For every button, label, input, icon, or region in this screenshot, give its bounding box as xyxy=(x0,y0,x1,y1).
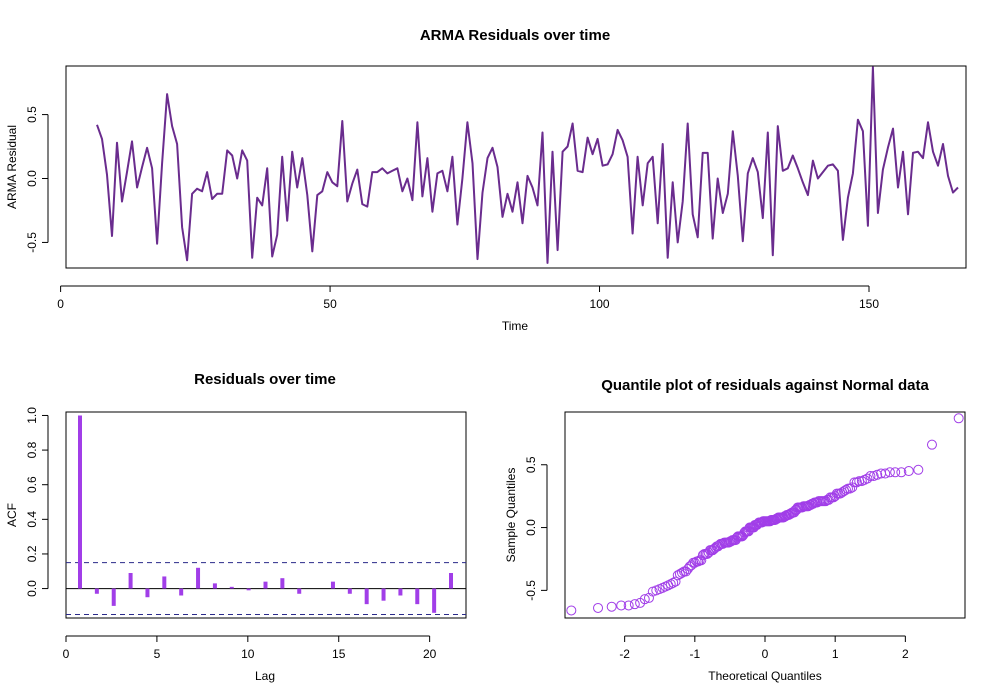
qq-chart-title: Quantile plot of residuals against Norma… xyxy=(601,377,929,394)
qq-point xyxy=(884,467,895,478)
qq-point xyxy=(856,476,867,487)
line-chart-title: ARMA Residuals over time xyxy=(420,27,610,44)
qq-x-tick-label: -1 xyxy=(689,647,700,661)
acf-x-tick-label: 0 xyxy=(63,647,70,661)
qq-point xyxy=(890,467,901,478)
line-y-axis-label: ARMA Residual xyxy=(5,125,19,209)
qq-plot-frame xyxy=(564,411,966,619)
residual-series-line xyxy=(96,66,959,264)
qq-point xyxy=(926,439,937,450)
qq-y-axis-label: Sample Quantiles xyxy=(504,468,518,563)
qq-x-tick-label: 1 xyxy=(832,647,839,661)
qq-y-tick-label: 0.0 xyxy=(524,519,538,536)
qq-point xyxy=(849,477,860,488)
line-y-tick-label: 0.5 xyxy=(25,106,39,123)
qq-point xyxy=(896,467,907,478)
line-plot-frame xyxy=(65,65,967,269)
line-x-tick-label: 0 xyxy=(57,297,64,311)
qq-point xyxy=(880,468,891,479)
line-x-axis-label: Time xyxy=(502,319,529,333)
acf-axes: 0 5 10 15 20 0.0 0.2 0.4 0.6 0.8 1.0 xyxy=(25,407,437,661)
acf-x-tick-label: 20 xyxy=(423,647,437,661)
qq-point xyxy=(677,567,688,578)
acf-y-axis-label: ACF xyxy=(5,503,19,527)
qq-point xyxy=(872,469,883,480)
qq-point xyxy=(623,600,634,611)
qq-point xyxy=(865,471,876,482)
acf-panel: Residuals over time Lag ACF 0 5 10 15 200.00… xyxy=(5,371,467,683)
qq-point xyxy=(707,545,718,556)
acf-y-tick-label: 0.4 xyxy=(25,511,39,528)
line-y-tick-label: -0.5 xyxy=(25,232,39,253)
qq-point xyxy=(616,600,627,611)
qq-axes: -2 -1 0 1 2 -0.5 0.0 0.5 xyxy=(524,456,909,661)
qq-x-tick-label: 2 xyxy=(902,647,909,661)
qq-panel: Quantile plot of residuals against Norma… xyxy=(504,377,966,683)
qq-point xyxy=(606,601,617,612)
line-y-tick-label: 0.0 xyxy=(25,170,39,187)
qq-point xyxy=(862,473,873,484)
qq-point xyxy=(682,564,693,575)
acf-chart-title: Residuals over time xyxy=(194,371,336,388)
acf-x-tick-label: 15 xyxy=(332,647,346,661)
qq-point xyxy=(593,602,604,613)
qq-point xyxy=(639,594,650,605)
acf-y-tick-label: 1.0 xyxy=(25,407,39,424)
qq-point xyxy=(903,466,914,477)
acf-y-tick-label: 0.2 xyxy=(25,545,39,562)
acf-x-axis-label: Lag xyxy=(255,669,275,683)
line-x-tick-label: 100 xyxy=(590,297,610,311)
acf-y-tick-label: 0.6 xyxy=(25,476,39,493)
qq-x-axis-label: Theoretical Quantiles xyxy=(708,669,821,683)
qq-point xyxy=(840,484,851,495)
acf-x-tick-label: 5 xyxy=(154,647,161,661)
qq-point xyxy=(953,413,964,424)
acf-y-tick-label: 0.0 xyxy=(25,580,39,597)
qq-point xyxy=(566,605,577,616)
qq-points xyxy=(566,413,964,616)
qq-y-tick-label: -0.5 xyxy=(524,580,538,601)
qq-point xyxy=(670,576,681,587)
qq-x-tick-label: 0 xyxy=(762,647,769,661)
qq-x-tick-label: -2 xyxy=(619,647,630,661)
qq-point xyxy=(665,579,676,590)
qq-point xyxy=(684,561,695,572)
qq-point xyxy=(668,577,679,588)
qq-point xyxy=(629,599,640,610)
qq-point xyxy=(913,464,924,475)
residual-line-panel: ARMA Residuals over time Time ARMA Resid… xyxy=(5,27,967,333)
acf-y-tick-label: 0.8 xyxy=(25,441,39,458)
qq-point xyxy=(851,477,862,488)
qq-y-tick-label: 0.5 xyxy=(524,456,538,473)
acf-marks xyxy=(66,415,466,616)
line-x-tick-label: 50 xyxy=(323,297,337,311)
acf-x-tick-label: 10 xyxy=(241,647,255,661)
line-axes: 0 50 100 150 -0.5 0.0 0.5 xyxy=(25,106,879,311)
acf-plot-frame xyxy=(65,411,467,619)
qq-point xyxy=(680,566,691,577)
line-x-tick-label: 150 xyxy=(859,297,879,311)
